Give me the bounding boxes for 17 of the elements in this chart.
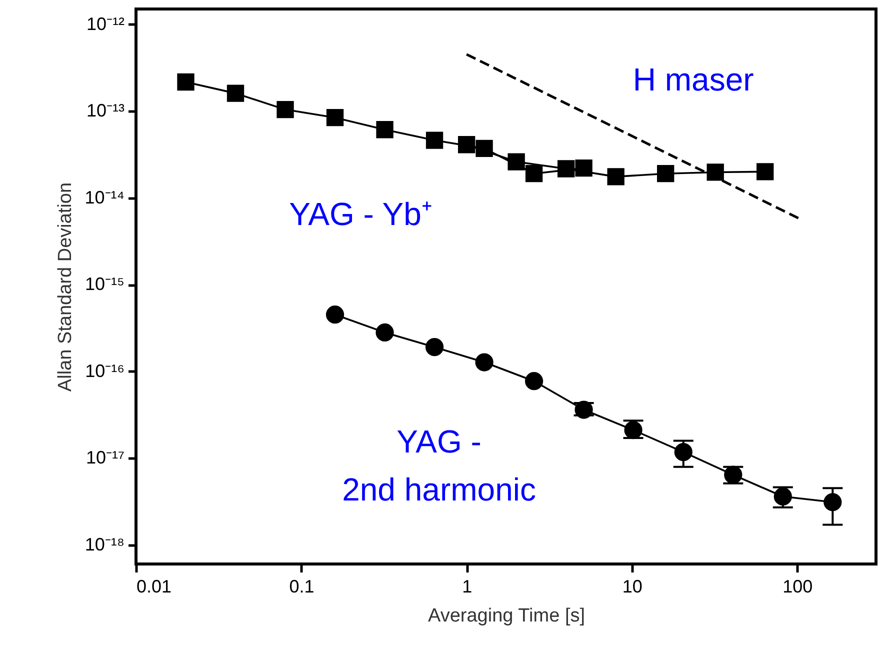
x-tick-label: 1 [462,576,472,596]
x-tick-label: 0.1 [289,576,314,596]
y-tick-label: 10⁻¹³ [86,100,124,121]
x-tick-label: 100 [782,576,813,596]
series-label: H maser [632,62,754,98]
series-label: YAG - 2nd harmonic [342,424,536,508]
series-label: YAG - Yb⁺ [289,196,432,232]
y-tick-label: 10⁻¹⁵ [85,274,124,294]
y-tick-label: 10⁻¹² [86,14,124,34]
y-axis-title: Allan Standard Deviation [54,182,76,392]
y-tick-label: 10⁻¹⁷ [86,448,124,468]
y-tick-label: 10⁻¹⁸ [84,534,124,554]
y-tick-label: 10⁻¹⁶ [85,360,124,381]
y-tick-label: 10⁻¹⁴ [84,187,124,208]
x-tick-label: 10 [622,576,642,596]
x-axis-title: Averaging Time [s] [428,606,586,626]
x-tick-label: 0.01 [136,576,172,596]
